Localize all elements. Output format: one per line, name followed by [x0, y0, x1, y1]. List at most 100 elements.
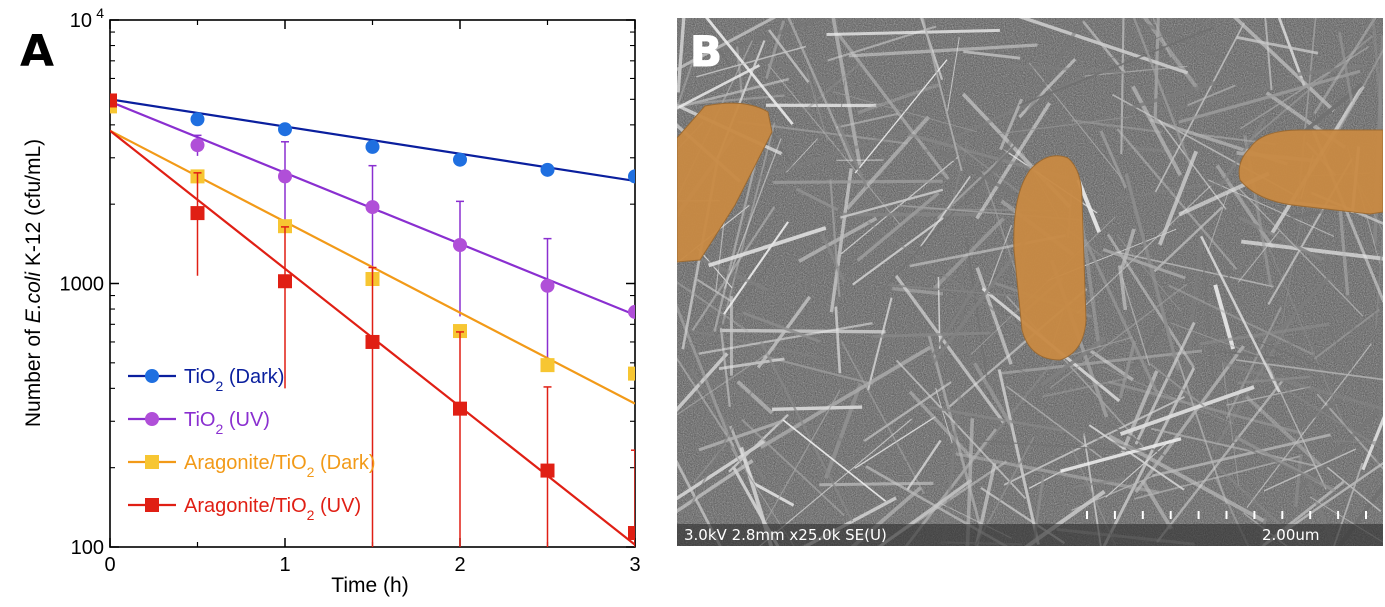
- crystal-needle: [805, 62, 862, 111]
- legend-label: Aragonite/TiO2 (UV): [184, 495, 361, 523]
- crystal-needle: [708, 226, 827, 268]
- crystal-needle: [866, 297, 893, 391]
- scale-bar-tick: [1197, 511, 1200, 519]
- crystal-needle: [1154, 22, 1245, 193]
- crystal-needle: [972, 362, 1013, 426]
- crystal-needle: [723, 138, 782, 289]
- scale-bar-tick: [1169, 511, 1172, 519]
- crystal-needle: [698, 321, 873, 355]
- crystal-needle: [908, 390, 972, 458]
- crystal-needle: [863, 381, 952, 442]
- crystal-needle: [840, 188, 944, 219]
- crystal-needle: [999, 98, 1024, 151]
- bacterium-center: [1013, 155, 1087, 361]
- crystal-needle: [1207, 179, 1335, 237]
- crystal-needle: [1371, 18, 1383, 157]
- crystal-needle: [691, 206, 776, 331]
- crystal-needle: [981, 170, 1022, 288]
- scale-bar-tick: [1253, 511, 1256, 519]
- crystal-needle: [834, 306, 842, 374]
- crystal-needle: [1018, 18, 1189, 75]
- crystal-needle: [929, 273, 984, 359]
- point-aragonite_uv: [110, 93, 117, 108]
- crystal-needle: [1237, 230, 1280, 283]
- crystal-needle: [1217, 350, 1282, 360]
- crystal-needle: [741, 418, 845, 516]
- crystal-needle: [1313, 308, 1380, 360]
- crystal-needle: [1129, 146, 1185, 154]
- sem-info-bar: [677, 524, 1383, 546]
- crystal-needle: [1160, 75, 1317, 114]
- crystal-needle: [845, 115, 931, 211]
- point-tio2_dark: [628, 169, 635, 184]
- crystal-needle: [829, 168, 853, 313]
- crystal-needle: [677, 274, 812, 352]
- crystal-needle: [706, 18, 829, 59]
- crystal-needle: [760, 341, 854, 522]
- crystal-needle: [829, 179, 841, 298]
- crystal-needle: [1116, 175, 1264, 200]
- sem-info-text: 3.0kV 2.8mm x25.0k SE(U): [684, 526, 887, 544]
- crystal-needle: [1203, 427, 1321, 484]
- crystal-needle: [1338, 31, 1354, 102]
- point-aragonite_uv: [540, 463, 555, 478]
- crystal-needle: [1083, 238, 1159, 395]
- crystal-needle: [1151, 433, 1331, 478]
- point-tio2_dark: [365, 139, 380, 154]
- crystal-needle: [772, 405, 863, 411]
- crystal-needle: [1238, 321, 1383, 357]
- legend-item-aragonite_uv: Aragonite/TiO2 (UV): [128, 495, 361, 523]
- crystal-needle: [773, 179, 943, 185]
- crystal-needle: [997, 369, 1040, 545]
- crystal-needle: [677, 356, 735, 448]
- crystal-needle: [1237, 375, 1311, 385]
- crystal-needle: [677, 35, 703, 112]
- scale-bar-label: 2.00um: [1262, 526, 1320, 544]
- axis-tick-labels: 0 1 2 3 100 1000 10 4: [60, 5, 641, 576]
- legend-item-aragonite_dark: Aragonite/TiO2 (Dark): [128, 452, 376, 480]
- crystal-needle: [720, 43, 839, 86]
- crystal-needle: [984, 224, 1013, 297]
- crystal-needle: [1079, 216, 1101, 348]
- crystal-needle: [1338, 207, 1350, 296]
- crystal-needle: [750, 480, 795, 507]
- crystal-needle: [1074, 477, 1126, 489]
- crystal-needle: [1102, 248, 1186, 280]
- crystal-needle: [1263, 448, 1357, 492]
- crystal-needle: [1318, 310, 1370, 400]
- crystal-needle: [1126, 18, 1276, 81]
- crystal-needle: [1297, 64, 1364, 77]
- point-tio2_dark: [190, 112, 205, 127]
- panel-a-label: A: [20, 26, 54, 77]
- crystal-needle: [1207, 191, 1229, 253]
- crystal-needle: [990, 18, 1086, 175]
- legend-item-tio2_uv: TiO2 (UV): [128, 409, 270, 437]
- y-tick-label: 10: [70, 10, 92, 32]
- scale-bar-tick: [1337, 511, 1340, 519]
- crystal-needle: [892, 286, 944, 296]
- crystal-needle: [1134, 455, 1300, 500]
- crystal-needle: [823, 382, 863, 479]
- crystal-needle: [1199, 322, 1330, 346]
- point-aragonite_uv: [453, 401, 467, 416]
- crystal-needle: [983, 440, 1129, 452]
- crystal-needle: [805, 261, 855, 279]
- crystal-needle: [1299, 82, 1364, 136]
- legend: TiO2 (Dark) TiO2 (UV) Aragonite/TiO2 (Dark…: [128, 366, 376, 523]
- crystal-needle: [955, 452, 1160, 495]
- crystal-needle: [1316, 393, 1383, 470]
- scale-bar-tick: [1113, 511, 1116, 519]
- crystal-needle: [742, 311, 821, 343]
- point-aragonite_uv: [190, 206, 205, 221]
- crystal-needle: [1151, 427, 1318, 468]
- crystal-needle: [715, 218, 725, 292]
- crystal-needle: [1124, 173, 1180, 371]
- crystal-needle: [1042, 377, 1127, 398]
- crystal-needle: [1005, 385, 1103, 459]
- crystal-needle: [730, 448, 795, 546]
- point-aragonite_dark: [540, 358, 555, 373]
- crystal-needle: [865, 465, 1009, 546]
- series-tio2_dark: [110, 94, 635, 184]
- point-aragonite_uv: [278, 274, 292, 289]
- series-layer: [110, 93, 635, 547]
